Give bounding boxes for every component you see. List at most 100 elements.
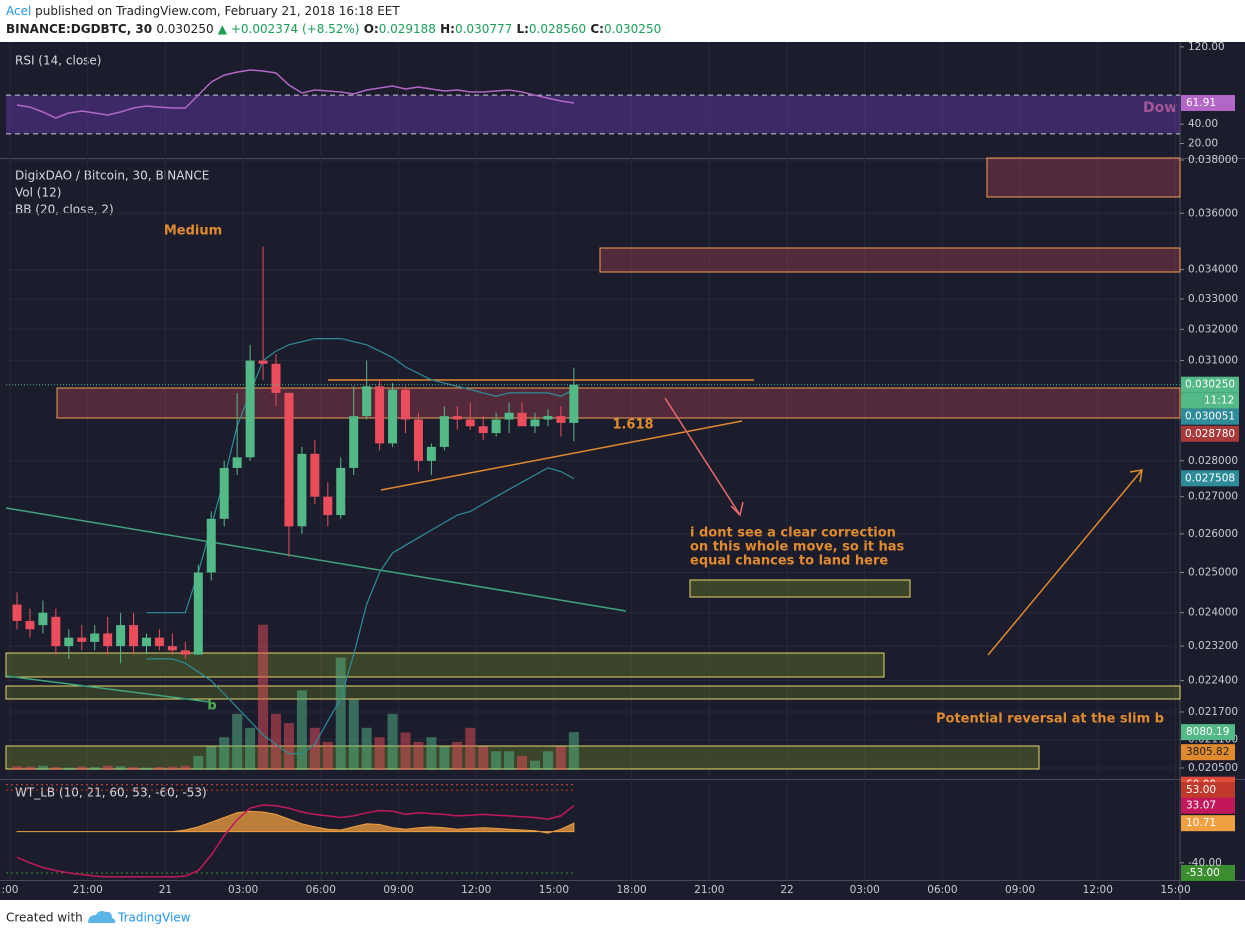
wt-value-label: 10.71 (1186, 817, 1216, 829)
volume-label-box (1181, 724, 1235, 741)
h-key: H: (440, 22, 455, 36)
candle-body (77, 637, 87, 642)
rsi-line (16, 69, 575, 119)
wt-value-label: 33.07 (1186, 800, 1216, 812)
x-tick-label: 15:00 (1160, 884, 1190, 896)
x-tick-label: 06:00 (306, 884, 336, 896)
volume-bar (76, 766, 87, 770)
x-tick-label: 03:00 (850, 884, 880, 896)
volume-bar (530, 760, 540, 770)
volume-bar (219, 737, 230, 770)
candle-body (362, 386, 372, 417)
price-label-box (1181, 470, 1239, 487)
level-box (1181, 864, 1235, 881)
volume-bar (322, 741, 333, 770)
candle-body (401, 389, 410, 420)
volume-bar (413, 741, 424, 770)
price-label: 0.028780 (1185, 428, 1235, 440)
volume-bar (258, 624, 269, 770)
y-tick-label: 0.020500 (1188, 762, 1238, 774)
candle-body (530, 419, 540, 427)
volume-bar (283, 723, 294, 770)
volume-bar (245, 727, 256, 770)
candle-body (426, 446, 436, 461)
l-value: 0.028560 (529, 22, 586, 36)
x-tick-label: 12:00 (1083, 884, 1113, 896)
wt-title: WT_LB (10, 21, 60, 53, -60, -53) (15, 786, 207, 800)
volume-bar (361, 727, 372, 770)
candle-body (517, 412, 527, 427)
x-tick-label: 15:00 (539, 884, 569, 896)
candle-body (180, 650, 190, 655)
x-tick-label: :00 (2, 884, 19, 896)
annotation: equal chances to land here (690, 554, 888, 569)
volume-bar (542, 751, 553, 770)
y-tick-label: 0.025000 (1188, 566, 1238, 578)
candle-body (154, 637, 164, 647)
candle-body (193, 572, 203, 655)
y-tick-label: 0.033000 (1188, 293, 1238, 305)
o-value: 0.029188 (379, 22, 436, 36)
y-tick-label: 20.00 (1188, 138, 1218, 150)
volume-bar (115, 766, 126, 770)
last: 0.030250 (156, 22, 213, 36)
volume-bar (128, 767, 139, 770)
candle-body (439, 416, 449, 447)
footer-brand: TradingView (117, 911, 191, 925)
candle-body (310, 453, 320, 497)
bb-line (146, 338, 575, 614)
x-tick-label: 12:00 (461, 884, 491, 896)
price-title: DigixDAO / Bitcoin, 30, BINANCE (15, 169, 209, 183)
annotation: Potential reversal at the slim b (936, 712, 1164, 727)
c-key: C: (590, 22, 604, 36)
volume-bar (232, 713, 243, 770)
volume-bar (335, 657, 346, 770)
candle-body (90, 633, 100, 642)
rsi-value-label: 61.91 (1186, 97, 1216, 109)
volume-bar (387, 713, 398, 770)
candle-body (258, 360, 268, 364)
x-tick-label: 06:00 (927, 884, 957, 896)
logo (88, 911, 116, 923)
candle-body (38, 612, 48, 626)
symbol: BINANCE:DGDBTC, 30 (6, 22, 152, 36)
candle-body (129, 625, 139, 647)
volume-bar (12, 766, 22, 770)
candle-body (271, 363, 281, 393)
candle-body (103, 633, 113, 647)
y-tick-label: 0.032000 (1188, 323, 1238, 335)
candle-body (12, 604, 22, 621)
candle-body (232, 457, 242, 468)
countdown: 11:12 (1204, 395, 1234, 407)
volume-bar (37, 765, 48, 770)
volume-bar (309, 727, 320, 770)
volume-label: 8080.19 (1186, 726, 1229, 738)
volume-bar (478, 746, 489, 770)
y-tick-label: 0.034000 (1188, 264, 1238, 276)
volume-bar (193, 755, 204, 770)
volume-bar (271, 713, 281, 770)
y-tick-label: 0.028000 (1188, 455, 1238, 467)
rsi-annotation: Dow (1143, 100, 1177, 116)
zone (599, 247, 1181, 273)
y-tick-label: 0.022400 (1188, 675, 1238, 687)
price-label: 0.030250 (1185, 379, 1235, 391)
annotation: on this whole move, so it has (690, 540, 905, 555)
y-tick-label: 120.00 (1188, 41, 1225, 53)
y-tick-label: 0.036000 (1188, 207, 1238, 219)
volume-bar (374, 737, 385, 770)
volume-bar (439, 746, 450, 770)
level-label: 53.00 (1186, 784, 1216, 796)
candle-body (219, 467, 229, 519)
candle-body (167, 646, 177, 651)
bb-line (146, 467, 575, 755)
volume-bar (89, 767, 100, 770)
x-tick-label: 18:00 (616, 884, 646, 896)
annotation: 1.618 (612, 418, 653, 433)
price-label-box (1181, 408, 1239, 425)
zone (689, 579, 911, 598)
price-label: 0.030051 (1185, 411, 1235, 423)
candle-body (206, 518, 216, 573)
vol-title: Vol (12) (15, 186, 61, 200)
